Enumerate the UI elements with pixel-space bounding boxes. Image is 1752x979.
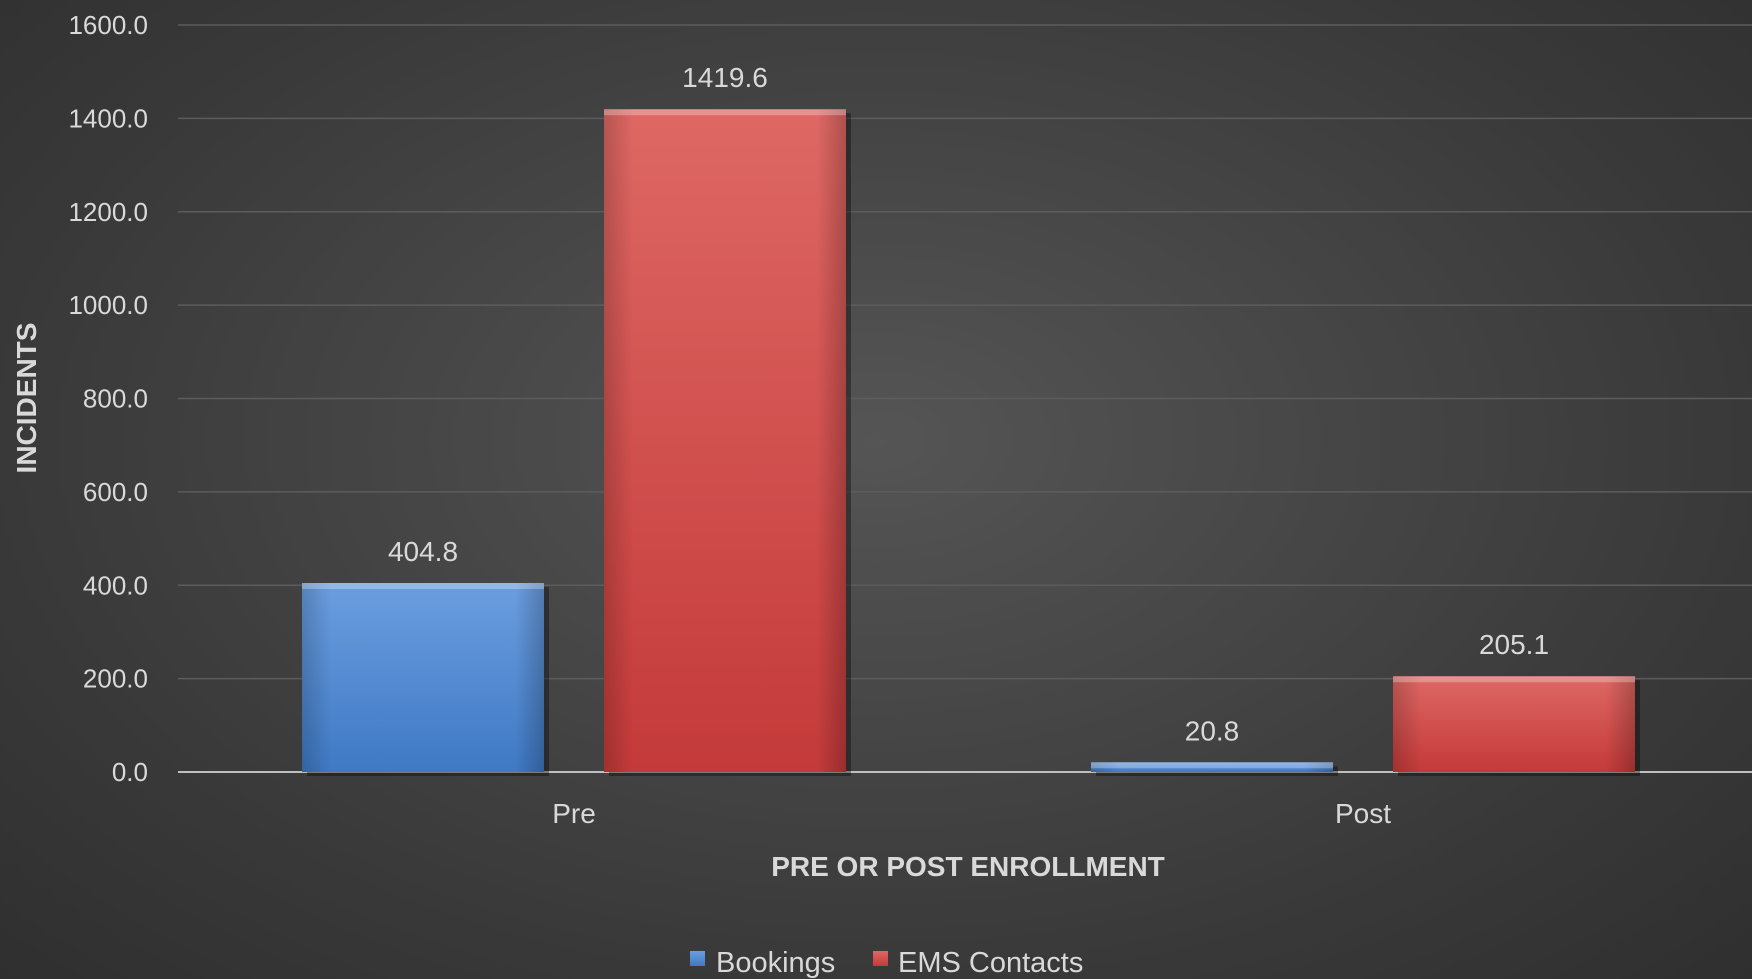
bar-shading [1393, 676, 1635, 772]
y-tick-label: 1000.0 [68, 290, 148, 320]
legend-label: Bookings [716, 947, 835, 979]
legend-label: EMS Contacts [898, 947, 1083, 979]
bar-shading [302, 583, 544, 772]
y-tick-label: 1400.0 [68, 103, 148, 133]
y-tick-label: 0.0 [112, 757, 148, 787]
bar-highlight [302, 583, 544, 590]
x-category-label: Pre [552, 798, 596, 829]
data-label: 20.8 [1185, 715, 1240, 746]
x-axis-categories: Pre Post [552, 798, 1391, 829]
legend: Bookings EMS Contacts [690, 947, 1083, 979]
data-label: 1419.6 [682, 62, 768, 93]
bar-shading [604, 109, 846, 773]
bar-highlight [1091, 762, 1333, 769]
legend-swatch-ems-contacts [873, 951, 888, 966]
y-tick-label: 1600.0 [68, 10, 148, 40]
y-tick-label: 600.0 [83, 477, 148, 507]
bar-shading [1091, 762, 1333, 772]
data-label: 205.1 [1479, 629, 1549, 660]
x-category-label: Post [1335, 798, 1391, 829]
y-tick-label: 400.0 [83, 570, 148, 600]
data-label: 404.8 [388, 536, 458, 567]
y-tick-label: 800.0 [83, 384, 148, 414]
y-tick-label: 1200.0 [68, 197, 148, 227]
legend-swatch-bookings [690, 951, 705, 966]
bar-highlight [604, 109, 846, 116]
bars [302, 109, 1640, 777]
data-labels: 404.8 1419.6 20.8 205.1 [388, 62, 1549, 746]
x-axis-title: PRE OR POST ENROLLMENT [771, 851, 1165, 882]
y-axis-ticks: 0.0 200.0 400.0 600.0 800.0 1000.0 1200.0 1400.… [68, 10, 148, 787]
y-axis-title: INCIDENTS [11, 323, 42, 474]
y-tick-label: 200.0 [83, 664, 148, 694]
bar-highlight [1393, 676, 1635, 683]
